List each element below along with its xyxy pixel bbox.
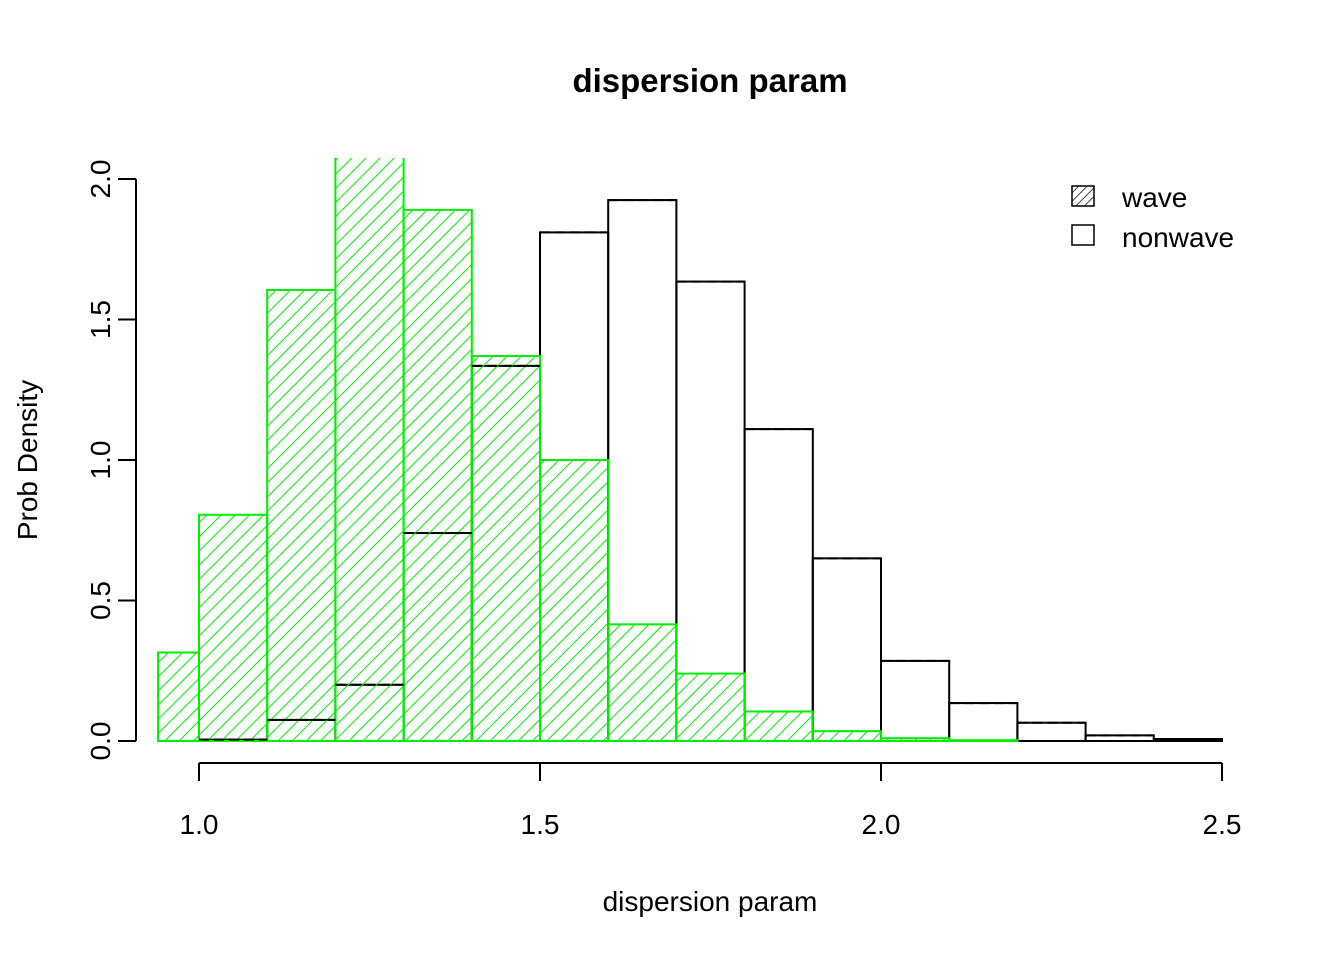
y-axis-label: Prob Density [12,380,43,540]
nonwave-bar-12 [1016,721,1087,742]
y-axis: 0.0 0.5 1.0 1.5 2.0 [85,160,137,761]
wave-series [157,158,1019,743]
wave-bar-4 [402,208,473,743]
y-tick-label-0: 0.0 [85,722,116,761]
nonwave-bar-8 [743,428,814,742]
x-tick-label-1: 1.5 [521,809,560,840]
x-tick-label-3: 2.5 [1203,809,1242,840]
x-axis: 1.0 1.5 2.0 2.5 [180,762,1242,840]
legend: wave nonwave [1071,182,1234,253]
legend-label-nonwave: nonwave [1122,222,1234,253]
legend-swatch-nonwave [1071,224,1095,246]
nonwave-bar-11 [948,702,1019,743]
nonwave-bar-10 [880,659,951,742]
wave-bar-12 [948,739,1019,742]
wave-bar-6 [539,459,610,742]
nonwave-bar-9 [811,557,882,742]
wave-bar-5 [470,355,541,742]
nonwave-dashed-tops [199,199,1222,741]
nonwave-bar-7 [675,280,746,742]
wave-bar-1 [198,513,269,742]
y-tick-label-1: 0.5 [85,581,116,620]
wave-bar-3 [334,158,405,742]
chart-title: dispersion param [572,62,847,99]
wave-bar-8 [675,672,746,742]
y-tick-label-4: 2.0 [85,160,116,199]
wave-bar-2 [266,288,337,742]
x-tick-label-0: 1.0 [180,809,219,840]
wave-bar-0 [157,651,200,742]
wave-bar-10 [811,730,882,742]
legend-swatch-wave [1071,185,1095,207]
wave-bar-9 [743,710,814,742]
x-tick-label-2: 2.0 [862,809,901,840]
legend-label-wave: wave [1121,182,1187,213]
y-tick-label-2: 1.0 [85,441,116,480]
y-tick-label-3: 1.5 [85,300,116,339]
wave-bar-7 [607,623,678,743]
wave-bar-11 [880,737,951,743]
x-axis-label: dispersion param [603,886,818,917]
